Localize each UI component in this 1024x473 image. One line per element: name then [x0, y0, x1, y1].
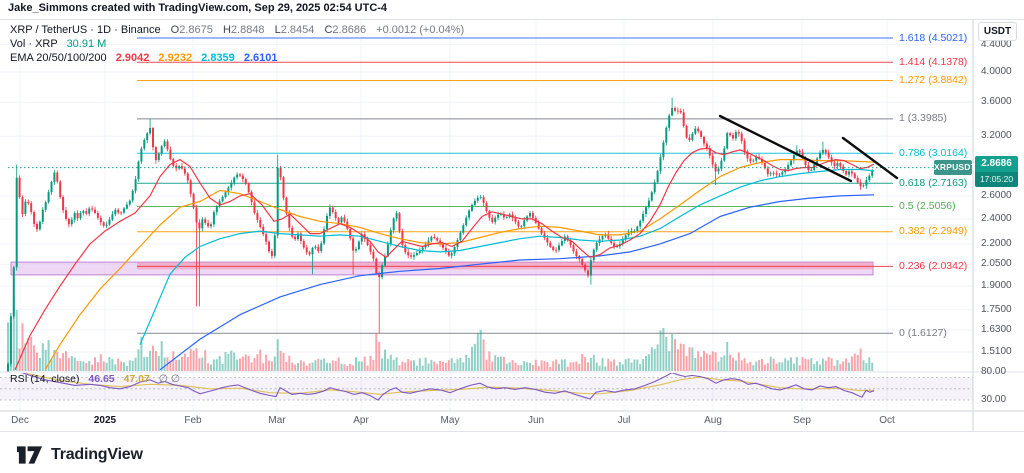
footer-bar: TradingView — [0, 434, 1024, 473]
volume-value: 30.91 M — [66, 38, 107, 50]
time-tick-label: Dec — [11, 415, 29, 426]
last-price-value: 2.8686 — [975, 156, 1018, 172]
price-tick-label: 2.0500 — [981, 258, 1012, 269]
candle-countdown: 17:05:20 — [975, 172, 1018, 187]
tradingview-logo-icon — [16, 446, 43, 464]
time-tick-label: 2025 — [93, 415, 117, 426]
high-value: 2.8848 — [230, 24, 265, 36]
symbol-title: XRP / TetherUS · 1D · Binance — [10, 24, 161, 36]
rsi-value: 46.65 — [88, 373, 115, 385]
close-value: 2.8686 — [332, 24, 367, 36]
fib-level-label: 0.786 (3.0164) — [899, 147, 968, 159]
price-tick-label: 1.5100 — [981, 346, 1012, 357]
symbol-row[interactable]: XRP / TetherUS · 1D · Binance O2.8675 H2… — [10, 23, 464, 37]
time-tick-label: Aug — [704, 415, 722, 426]
price-tick-label: 2.6000 — [981, 190, 1012, 201]
close-label: C — [324, 24, 333, 36]
price-tick-label: 1.6300 — [981, 324, 1012, 335]
time-tick-label: Sep — [793, 415, 811, 426]
ema-label: EMA 20/50/100/200 — [10, 52, 107, 64]
fib-level-label: 0.5 (2.5056) — [899, 200, 956, 212]
chart-canvas[interactable] — [0, 19, 1024, 434]
time-tick-label: Apr — [353, 415, 369, 426]
low-label: L — [274, 24, 281, 36]
fib-level-label: 1 (3.3985) — [899, 112, 947, 124]
open-value: 2.8675 — [179, 24, 213, 36]
fib-level-label: 0 (1.6127) — [899, 327, 947, 339]
time-tick-label: Jul — [617, 415, 631, 426]
volume-row[interactable]: Vol · XRP 30.91 M — [10, 37, 464, 51]
chart-legend[interactable]: XRP / TetherUS · 1D · Binance O2.8675 H2… — [10, 23, 464, 65]
tradingview-wordmark: TradingView — [51, 446, 143, 463]
fib-level-label: 0.618 (2.7163) — [899, 177, 968, 189]
price-tick-label: 1.9000 — [981, 280, 1012, 291]
ema100-value: 2.8359 — [201, 52, 235, 64]
high-label: H — [222, 24, 231, 36]
rsi-tick-label: 30.00 — [981, 394, 1007, 405]
price-tick-label: 2.2000 — [981, 238, 1012, 249]
fib-level-label: 1.414 (4.1378) — [899, 56, 968, 68]
attribution-text: Jake_Simmons created with TradingView.co… — [8, 2, 388, 14]
price-axis-unit-badge: USDT — [978, 22, 1017, 41]
rsi-legend[interactable]: RSI (14, close) 46.65 47.07 ∅ ∅ — [10, 373, 180, 385]
change-value: +0.0012 (+0.04%) — [376, 24, 465, 36]
time-tick-label: Mar — [268, 415, 286, 426]
rsi-title: RSI (14, close) — [10, 373, 80, 385]
fib-level-label: 0.382 (2.2949) — [899, 225, 968, 237]
price-tick-label: 3.2000 — [981, 130, 1012, 141]
fib-level-label: 1.618 (4.5021) — [899, 32, 968, 44]
open-label: O — [170, 24, 180, 36]
ema200-value: 2.6101 — [243, 52, 278, 64]
time-tick-label: Jun — [527, 415, 545, 426]
price-tick-label: 2.4000 — [981, 213, 1012, 224]
rsi-ma-value: 47.07 — [123, 373, 150, 385]
tradingview-brand[interactable]: TradingView — [16, 443, 143, 467]
last-price-badge[interactable]: 2.8686 17:05:20 — [975, 156, 1018, 187]
symbol-price-tag: XRPUSDT — [934, 160, 976, 175]
price-tick-label: 4.4000 — [981, 39, 1012, 50]
rsi-tick-label: 80.00 — [981, 366, 1007, 377]
ema20-value: 2.9042 — [115, 52, 150, 64]
volume-label: Vol · XRP — [10, 38, 58, 50]
fib-level-label: 1.272 (3.8842) — [899, 74, 968, 86]
low-value: 2.8454 — [280, 24, 315, 36]
time-tick-label: Feb — [184, 415, 202, 426]
fib-level-label: 0.236 (2.0342) — [899, 260, 968, 272]
price-tick-label: 4.0000 — [981, 66, 1012, 77]
price-tick-label: 1.7500 — [981, 304, 1012, 315]
rsi-null-values: ∅ ∅ — [158, 373, 180, 385]
time-tick-label: May — [440, 415, 460, 426]
price-tick-label: 3.6000 — [981, 96, 1012, 107]
ema-row[interactable]: EMA 20/50/100/200 2.9042 2.9232 2.8359 2… — [10, 51, 464, 65]
ema50-value: 2.9232 — [158, 52, 193, 64]
time-tick-label: Oct — [879, 415, 895, 426]
